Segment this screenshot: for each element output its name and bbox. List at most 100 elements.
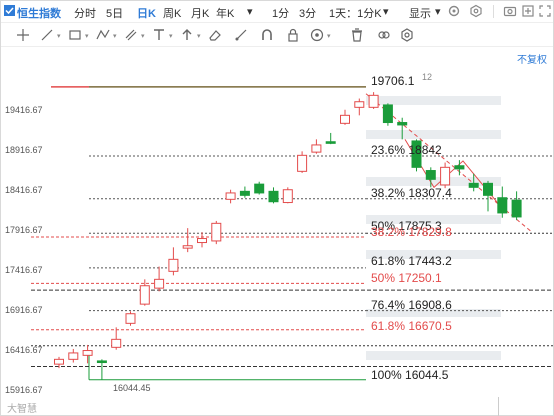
y-tick-label: 19416.67 — [5, 105, 43, 115]
ruler-tool-icon[interactable] — [233, 27, 249, 43]
candle-body — [483, 182, 493, 196]
y-tick-label: 15916.67 — [5, 385, 43, 395]
candle-body — [411, 140, 422, 168]
pattern-tool-icon[interactable] — [95, 27, 111, 43]
candle-body — [497, 197, 508, 214]
candle-body — [354, 101, 365, 108]
divider — [498, 397, 499, 416]
y-tick-label: 18916.67 — [5, 145, 43, 155]
rectangle-tool-icon[interactable] — [67, 27, 83, 43]
fib-label-red: 61.8% 16670.5 — [371, 319, 452, 333]
candle-body — [154, 278, 165, 289]
settings-icon[interactable] — [399, 27, 415, 43]
tab-period-4[interactable]: 月K — [191, 8, 210, 20]
chevron-down-icon[interactable]: ▾ — [113, 33, 117, 40]
interval-select[interactable]: 1天：1分K — [329, 8, 382, 20]
y-tick-label: 17416.67 — [5, 265, 43, 275]
candle-body — [468, 182, 479, 188]
y-tick-label: 17916.67 — [5, 225, 43, 235]
chevron-down-icon[interactable]: ▾ — [383, 6, 389, 18]
fib-band — [366, 96, 501, 105]
watermark: 大智慧 — [7, 404, 37, 415]
fib-label: 76.4% 16908.6 — [371, 298, 452, 312]
candle-body — [54, 358, 64, 365]
fib-band — [366, 309, 501, 317]
gear-icon[interactable] — [447, 4, 461, 18]
y-tick-label: 16916.67 — [5, 305, 43, 315]
candle-body — [254, 183, 265, 194]
candle-body — [211, 222, 222, 242]
fib-band — [366, 250, 501, 259]
display-menu[interactable]: 显示 — [409, 8, 431, 20]
candle-body — [511, 199, 522, 218]
line-tool-icon[interactable] — [39, 27, 55, 43]
chevron-down-icon[interactable]: ▾ — [197, 33, 201, 40]
candle-body — [382, 104, 393, 124]
candle-body — [111, 338, 122, 348]
high-marker: 12 — [422, 72, 433, 82]
chevron-down-icon[interactable]: ▾ — [169, 33, 173, 40]
y-tick-label: 18416.67 — [5, 185, 43, 195]
expand-icon[interactable] — [521, 4, 535, 18]
chevron-down-icon[interactable]: ▾ — [435, 6, 441, 18]
settings-icon[interactable] — [469, 4, 483, 18]
eraser-tool-icon[interactable] — [207, 27, 223, 43]
candle-body — [325, 141, 336, 144]
lock-icon[interactable] — [285, 27, 301, 43]
chevron-down-icon[interactable]: ▾ — [141, 33, 145, 40]
trend-line — [365, 93, 532, 232]
candle-body — [239, 190, 250, 196]
parallel-tool-icon[interactable] — [123, 27, 139, 43]
fib-band — [366, 177, 501, 186]
arrow-tool-icon[interactable] — [179, 27, 195, 43]
candle-body — [225, 192, 236, 200]
candle-body — [340, 114, 350, 124]
fib-label: 61.8% 17443.2 — [371, 254, 452, 268]
magnet-icon[interactable] — [259, 27, 275, 43]
text-tool-icon[interactable] — [151, 27, 167, 43]
tab-period-5[interactable]: 年K — [216, 8, 235, 20]
chevron-down-icon[interactable]: ▾ — [327, 33, 331, 40]
fullscreen-icon[interactable] — [538, 4, 552, 18]
trash-icon[interactable] — [349, 27, 365, 43]
candle-body — [125, 313, 136, 324]
candle-body — [454, 165, 465, 170]
dropdown-icon[interactable]: ▾ — [247, 6, 253, 18]
candle-body — [68, 352, 79, 360]
fib-label-red: 50% 17250.1 — [371, 271, 442, 285]
fib-band — [366, 130, 501, 139]
index-name[interactable]: 恒生指数 — [17, 8, 61, 20]
candle-body — [197, 238, 207, 244]
candle-body — [425, 170, 436, 180]
candle-body — [268, 190, 279, 203]
chevron-down-icon[interactable]: ▾ — [85, 33, 89, 40]
tab-period-0[interactable]: 分时 — [74, 8, 96, 20]
chevron-down-icon[interactable]: ▾ — [57, 33, 61, 40]
tab-period-7[interactable]: 3分 — [299, 8, 317, 20]
restore-mode-link[interactable]: 不复权 — [517, 55, 547, 66]
eye-icon[interactable] — [309, 27, 325, 43]
fib-label: 50% 17875.3 — [371, 219, 442, 233]
tab-period-6[interactable]: 1分 — [272, 8, 290, 20]
fib-label: 19706.1 — [371, 74, 415, 88]
fib-label: 23.6% 18842 — [371, 143, 442, 157]
tab-period-2[interactable]: 日K — [137, 8, 156, 20]
fib-band — [366, 351, 501, 360]
candle-body — [139, 285, 150, 305]
link-icon[interactable] — [376, 27, 392, 43]
tab-period-1[interactable]: 5日 — [106, 8, 124, 20]
checkbox-icon[interactable] — [4, 5, 15, 19]
low-price-label: 16044.45 — [113, 383, 151, 393]
candle-body — [82, 350, 93, 356]
crosshair-icon[interactable] — [15, 27, 31, 43]
candle-body — [282, 189, 293, 204]
period-toolbar: 恒生指数 分时 5日 日K 周K 月K 年K ▾ 1分 3分 1天：1分K ▾ … — [1, 1, 553, 23]
fib-band — [366, 215, 501, 224]
tab-period-3[interactable]: 周K — [163, 8, 182, 20]
fib-label-red: 38.2% 17829.8 — [371, 225, 452, 239]
candle-body — [440, 166, 451, 186]
camera-icon[interactable] — [503, 4, 517, 18]
candle-body — [182, 245, 193, 249]
